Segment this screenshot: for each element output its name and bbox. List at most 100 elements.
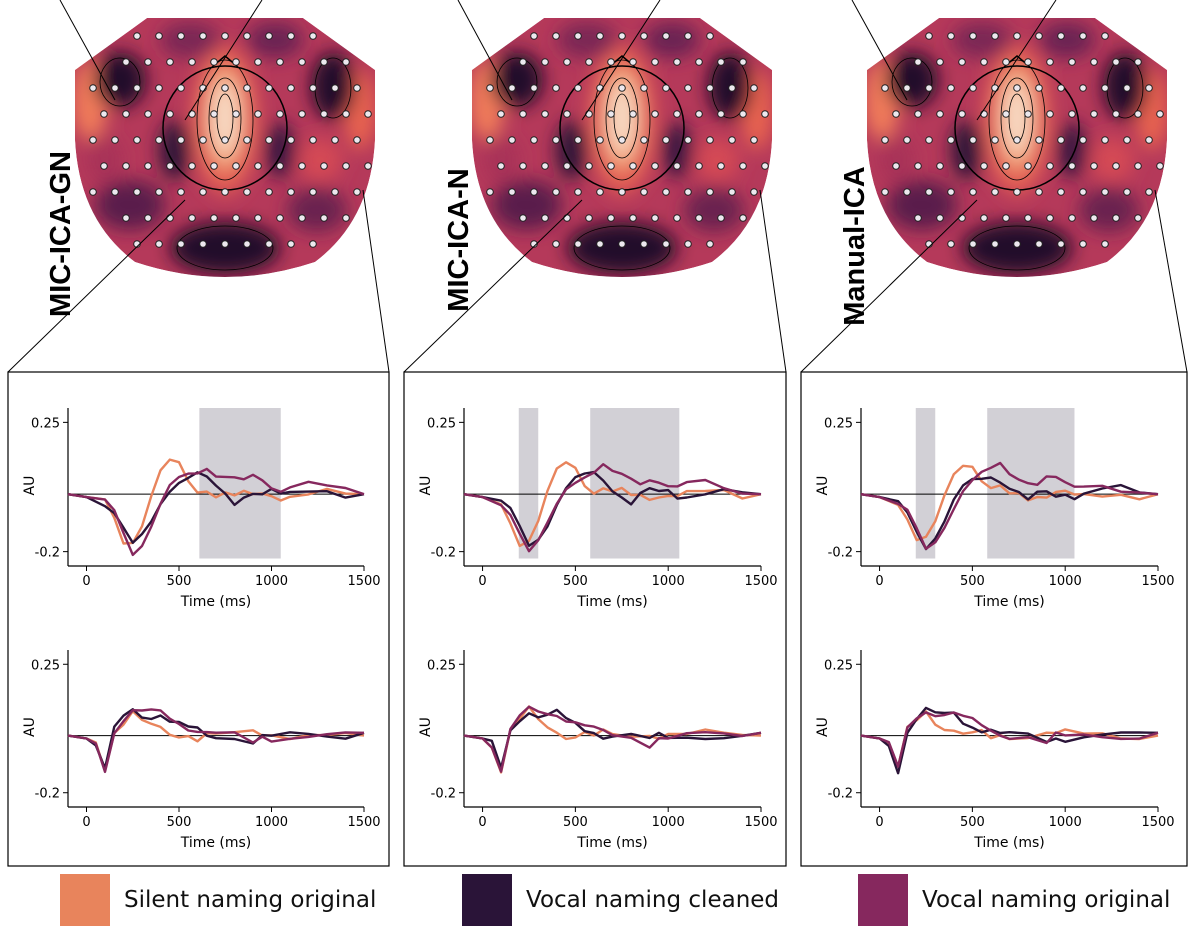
electrode (133, 32, 141, 40)
electrode (541, 58, 549, 66)
electrode (497, 110, 505, 118)
electrode (199, 240, 207, 248)
electrode (111, 136, 119, 144)
electrode (706, 32, 714, 40)
topomap-contour (1000, 77, 1034, 159)
electrode (1112, 162, 1120, 170)
chart-mic-ica-gn-lower: 0 500 1000 1500 0.25 -0.2 Time (ms) AU (22, 650, 381, 851)
electrode (651, 110, 659, 118)
electrode (1002, 214, 1010, 222)
significance-shade (518, 408, 539, 559)
topomap-blob (170, 222, 280, 274)
zoom-line (184, 0, 263, 121)
electrode (1090, 162, 1098, 170)
electrode (309, 136, 317, 144)
electrode (298, 162, 306, 170)
electrode (1035, 136, 1043, 144)
series-line (67, 471, 365, 544)
electrode (243, 84, 251, 92)
electrode (1123, 84, 1131, 92)
electrode (958, 214, 966, 222)
electrode (166, 162, 174, 170)
electrode (221, 32, 229, 40)
electrode (563, 58, 571, 66)
electrode (596, 136, 604, 144)
electrode (903, 84, 911, 92)
legend-item-silent-original: Silent naming original (60, 874, 376, 926)
electrode (1068, 214, 1076, 222)
electrode (629, 162, 637, 170)
electrode (563, 214, 571, 222)
electrode (936, 214, 944, 222)
panel-box (403, 371, 787, 867)
topomap (457, 0, 772, 277)
electrode (486, 136, 494, 144)
electrode (188, 58, 196, 66)
x-tick-label: 500 (960, 815, 985, 830)
topomap-blob (567, 222, 677, 274)
electrode (497, 162, 505, 170)
electrode (1112, 110, 1120, 118)
topomap-blob (610, 82, 634, 154)
electrode (111, 188, 119, 196)
topomap-blob (887, 180, 957, 230)
electrode (651, 58, 659, 66)
topomap-blob (247, 22, 303, 58)
electrode (232, 58, 240, 66)
x-tick-label: 500 (960, 574, 985, 589)
electrode (640, 188, 648, 196)
electrode (706, 240, 714, 248)
electrode (925, 136, 933, 144)
electrode (969, 32, 977, 40)
electrode (662, 84, 670, 92)
y-axis-label: AU (815, 717, 831, 737)
topomap-blob (87, 136, 123, 184)
series-line (67, 708, 365, 770)
topomap-blob (213, 82, 237, 154)
electrode (607, 214, 615, 222)
electrode (717, 162, 725, 170)
electrode (958, 162, 966, 170)
electrode (618, 188, 626, 196)
x-tick-label: 1000 (1049, 815, 1082, 830)
topomap-blob (644, 22, 700, 58)
electrode (519, 110, 527, 118)
electrode (585, 58, 593, 66)
electrode (342, 110, 350, 118)
electrode (739, 58, 747, 66)
y-tick-label: -0.2 (35, 787, 60, 802)
electrode (574, 84, 582, 92)
electrode (1035, 84, 1043, 92)
method-label: Manual-ICA (839, 166, 871, 326)
zoom-line (581, 0, 661, 121)
topomap-blob (298, 138, 342, 182)
electrode (958, 110, 966, 118)
electrode (1123, 188, 1131, 196)
electrode (980, 58, 988, 66)
electrode (1068, 58, 1076, 66)
x-tick-label: 1000 (255, 815, 288, 830)
x-tick-label: 1000 (652, 815, 685, 830)
electrode (265, 84, 273, 92)
topomap-blob (1079, 188, 1139, 232)
electrode (530, 84, 538, 92)
electrode (166, 110, 174, 118)
electrode (640, 136, 648, 144)
topomap-blob (952, 22, 1012, 58)
y-tick-label: 0.25 (824, 658, 853, 673)
series-line (463, 463, 762, 553)
electrode (232, 162, 240, 170)
electrode (122, 162, 130, 170)
topomap-contour (99, 57, 141, 107)
legend-swatch-vocal-original (858, 874, 908, 926)
electrode (1090, 110, 1098, 118)
electrode (210, 58, 218, 66)
electrode (574, 240, 582, 248)
electrode (1013, 84, 1021, 92)
series-line (67, 708, 365, 774)
topomap (851, 0, 1167, 277)
electrode (276, 58, 284, 66)
electrode (1013, 32, 1021, 40)
electrode (673, 162, 681, 170)
topomap-blob (684, 188, 744, 232)
